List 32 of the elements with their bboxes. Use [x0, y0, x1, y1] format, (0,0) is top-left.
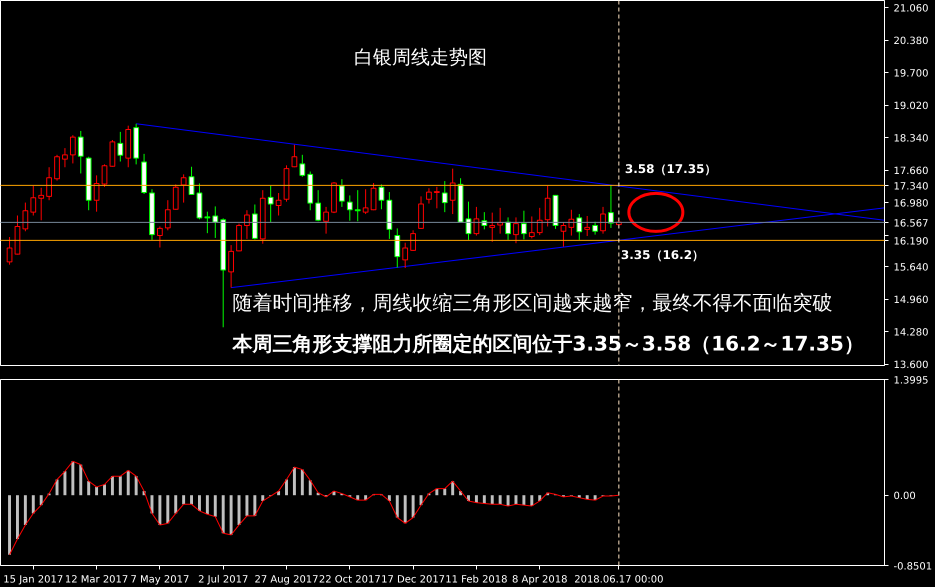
y-tick-label: 18.340	[894, 134, 928, 145]
text: 白银周线走势图	[354, 46, 487, 68]
y-tick-label: -0.8501	[894, 562, 932, 572]
y-tick-label: 19.700	[894, 68, 928, 80]
y-tick-label: 20.380	[894, 36, 928, 48]
x-tick-label: 2 Jul 2017	[198, 574, 248, 586]
x-tick-label: 17 Dec 2017	[381, 574, 446, 586]
y-tick-label: 21.060	[894, 4, 928, 15]
x-tick-label: 15 Jan 2017	[3, 574, 64, 586]
y-tick-label: 14.960	[894, 295, 928, 306]
y-tick-label: 17.660	[894, 166, 928, 178]
annotation: 随着时间推移，周线收缩三角形区间越来越窄，最终不得不面临突破	[232, 290, 832, 314]
y-tick-label: 15.640	[894, 262, 928, 274]
y-tick-label: 13.600	[894, 360, 928, 372]
ref-line-label: 2018.06.17 00:00	[574, 574, 664, 586]
ref-line-label: 16.190	[894, 236, 928, 248]
y-tick-label: 1.3995	[894, 376, 928, 386]
annotation: 3.35（16.2）	[620, 248, 704, 262]
x-tick-label: 22 Oct 2017	[318, 574, 381, 586]
ref-line-label: 17.340	[894, 181, 928, 192]
y-tick-label: 16.980	[894, 198, 928, 210]
x-tick-label: 27 Aug 2017	[254, 574, 319, 586]
x-tick-label: 8 Apr 2018	[512, 574, 568, 586]
annotation: 本周三角形支撑阻力所圈定的区间位于3.35～3.58（16.2～17.35）	[232, 332, 864, 356]
y-tick-label: 14.280	[894, 328, 928, 339]
x-tick-label: 7 May 2017	[130, 574, 190, 586]
x-tick-label: 11 Feb 2018	[445, 574, 508, 586]
x-tick-label: 12 Mar 2017	[64, 574, 128, 586]
ref-line-label: 16.567	[894, 218, 928, 230]
y-tick-label: 0.00	[894, 491, 916, 502]
y-tick-label: 19.020	[894, 101, 928, 112]
annotation: 3.58（17.35）	[624, 162, 716, 176]
